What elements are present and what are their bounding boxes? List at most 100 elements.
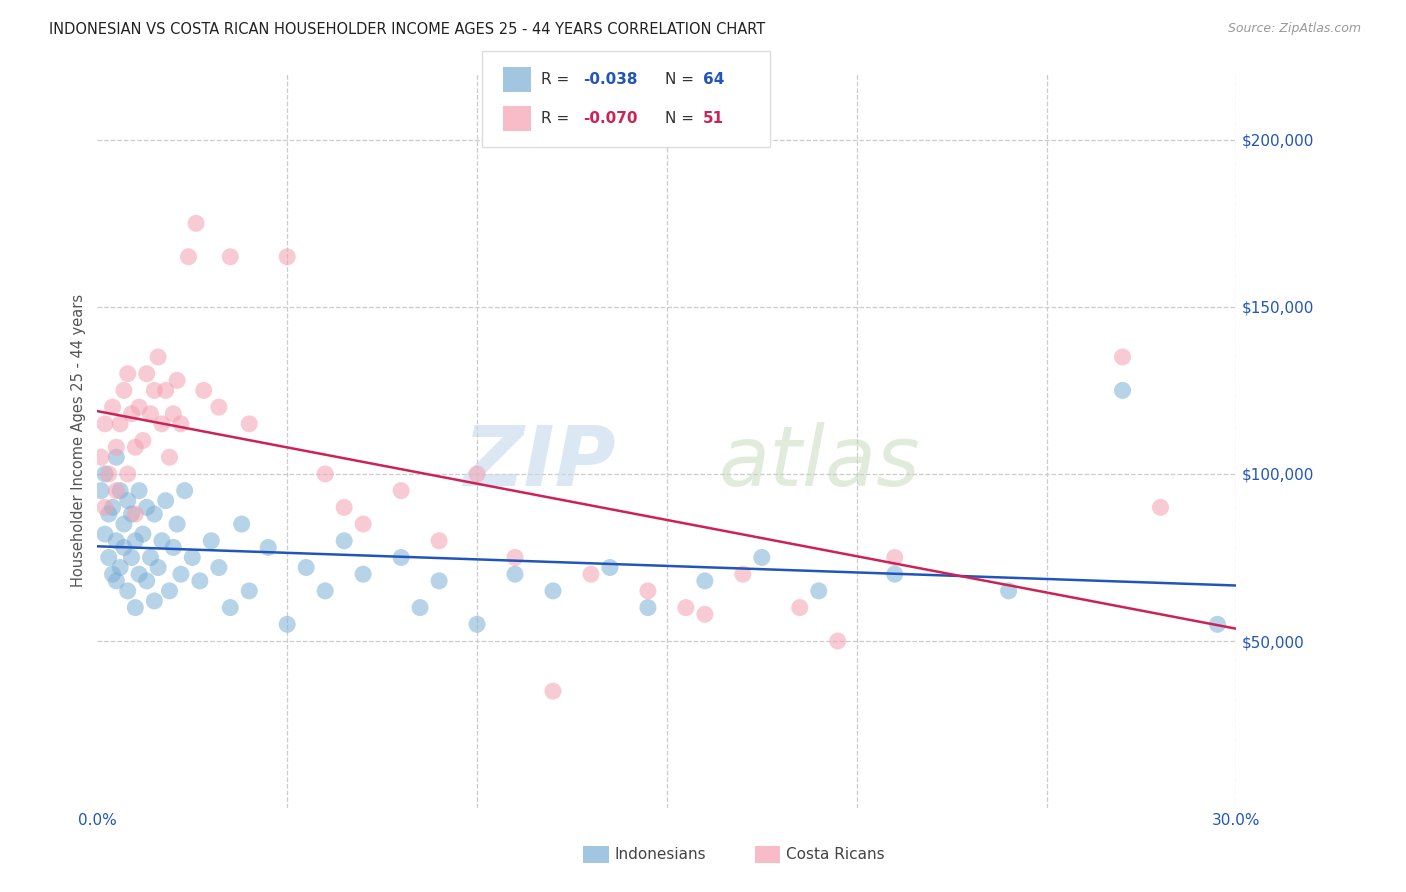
Point (173, 483, 195, 498)
Point (139, 407, 162, 421)
Point (181, 550, 204, 565)
Point (314, 583, 336, 598)
Point (97, 467, 120, 481)
Point (97, 550, 120, 565)
Point (155, 493, 177, 508)
Point (314, 467, 336, 481)
Point (295, 560, 318, 574)
Point (105, 440, 128, 454)
Point (112, 541, 135, 555)
Text: N =: N = (665, 111, 699, 126)
Point (427, 574, 450, 588)
Point (143, 594, 166, 608)
Point (751, 550, 773, 565)
Point (257, 541, 280, 555)
Point (112, 517, 135, 532)
Point (101, 500, 124, 515)
Point (188, 574, 211, 588)
Point (117, 367, 139, 381)
Point (94, 467, 117, 481)
Point (108, 417, 131, 431)
Point (143, 507, 166, 521)
Point (637, 600, 659, 615)
Point (238, 583, 260, 598)
Point (675, 600, 697, 615)
Point (117, 467, 139, 481)
Point (124, 507, 146, 521)
Point (94, 500, 117, 515)
Point (219, 600, 242, 615)
Point (599, 560, 621, 574)
Text: atlas: atlas (718, 422, 920, 503)
Point (579, 567, 602, 582)
Point (105, 483, 128, 498)
Point (503, 567, 526, 582)
Point (94, 417, 117, 431)
Point (997, 583, 1019, 598)
Point (637, 583, 659, 598)
Point (789, 600, 811, 615)
Point (162, 541, 184, 555)
Point (170, 417, 193, 431)
Point (105, 574, 128, 588)
Point (162, 407, 184, 421)
Point (121, 550, 143, 565)
Point (135, 574, 157, 588)
Text: -0.070: -0.070 (583, 111, 638, 126)
Point (389, 550, 412, 565)
Point (124, 533, 146, 548)
Point (150, 417, 173, 431)
Point (94, 527, 117, 541)
Point (108, 483, 131, 498)
Text: Costa Ricans: Costa Ricans (786, 847, 884, 862)
Point (97, 507, 120, 521)
Text: -0.038: -0.038 (583, 72, 638, 87)
Point (128, 400, 150, 414)
Point (219, 250, 242, 264)
Point (135, 367, 157, 381)
Text: N =: N = (665, 72, 699, 87)
Point (352, 567, 374, 582)
Point (101, 400, 124, 414)
Point (276, 617, 298, 632)
Point (121, 407, 143, 421)
Point (193, 384, 215, 398)
Point (208, 400, 231, 414)
Point (105, 450, 128, 465)
Point (238, 417, 260, 431)
Point (108, 560, 131, 574)
Text: R =: R = (541, 111, 575, 126)
Point (541, 684, 564, 698)
Point (177, 250, 200, 264)
Point (132, 434, 155, 448)
Point (112, 384, 135, 398)
Point (1149, 500, 1171, 515)
Point (231, 517, 253, 532)
Point (155, 384, 177, 398)
Point (146, 560, 169, 574)
Point (693, 607, 716, 622)
Point (1111, 384, 1133, 398)
Point (143, 384, 166, 398)
Point (132, 527, 155, 541)
Point (121, 507, 143, 521)
Point (139, 550, 162, 565)
Point (124, 600, 146, 615)
Point (208, 560, 231, 574)
Point (465, 467, 488, 481)
Point (883, 550, 905, 565)
Point (693, 574, 716, 588)
Point (1111, 350, 1133, 364)
Point (117, 583, 139, 598)
Point (90, 450, 112, 465)
Point (170, 567, 193, 582)
Text: 51: 51 (703, 111, 724, 126)
Point (389, 483, 412, 498)
Point (827, 634, 849, 648)
Text: Source: ZipAtlas.com: Source: ZipAtlas.com (1227, 22, 1361, 36)
Text: Indonesians: Indonesians (614, 847, 706, 862)
Point (117, 493, 139, 508)
Point (503, 550, 526, 565)
Point (184, 216, 207, 230)
Point (166, 373, 188, 387)
